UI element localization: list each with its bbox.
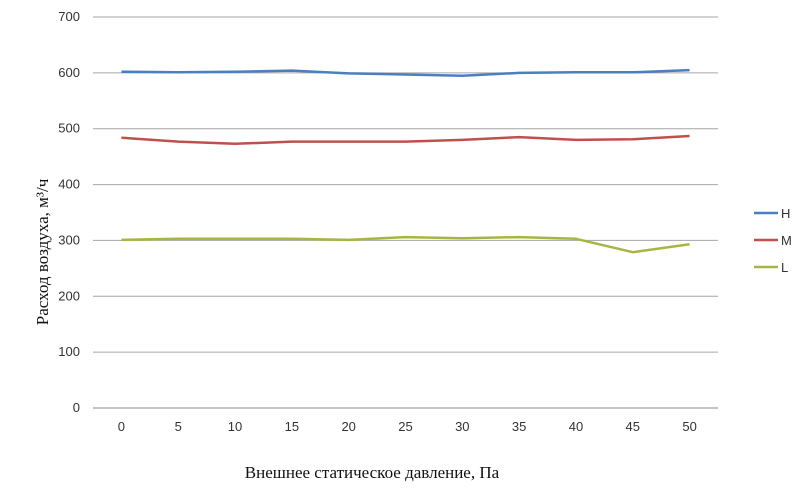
y-tick-label: 300 — [58, 232, 80, 247]
y-tick-label: 400 — [58, 177, 80, 192]
series-lines — [121, 68, 690, 254]
grid-lines — [93, 16, 718, 353]
legend: HML — [754, 206, 792, 275]
x-tick-label: 20 — [341, 419, 355, 434]
x-tick-label: 45 — [626, 419, 640, 434]
x-tick-labels: 0 5 10 15 20 25 30 35 40 45 50 — [118, 419, 697, 434]
series-line-m — [121, 134, 690, 146]
series-line-h — [121, 68, 690, 77]
x-tick-label: 30 — [455, 419, 469, 434]
x-tick-label: 50 — [682, 419, 696, 434]
legend-label-m: M — [781, 233, 792, 248]
y-tick-labels: 0 100 200 300 400 500 600 700 — [58, 9, 80, 415]
series-line-l — [121, 235, 690, 254]
x-tick-label: 10 — [228, 419, 242, 434]
y-tick-label: 0 — [73, 400, 80, 415]
x-tick-label: 25 — [398, 419, 412, 434]
x-axis-title: Внешнее статическое давление, Па — [245, 463, 500, 482]
x-tick-label: 15 — [285, 419, 299, 434]
legend-label-h: H — [781, 206, 790, 221]
x-tick-label: 35 — [512, 419, 526, 434]
x-tick-label: 40 — [569, 419, 583, 434]
y-tick-label: 600 — [58, 65, 80, 80]
x-tick-label: 5 — [175, 419, 182, 434]
y-tick-label: 200 — [58, 288, 80, 303]
y-axis-title: Расход воздуха, м³/ч — [33, 178, 52, 325]
y-tick-label: 700 — [58, 9, 80, 24]
y-tick-label: 500 — [58, 121, 80, 136]
x-tick-label: 0 — [118, 419, 125, 434]
legend-label-l: L — [781, 260, 788, 275]
y-tick-label: 100 — [58, 344, 80, 359]
